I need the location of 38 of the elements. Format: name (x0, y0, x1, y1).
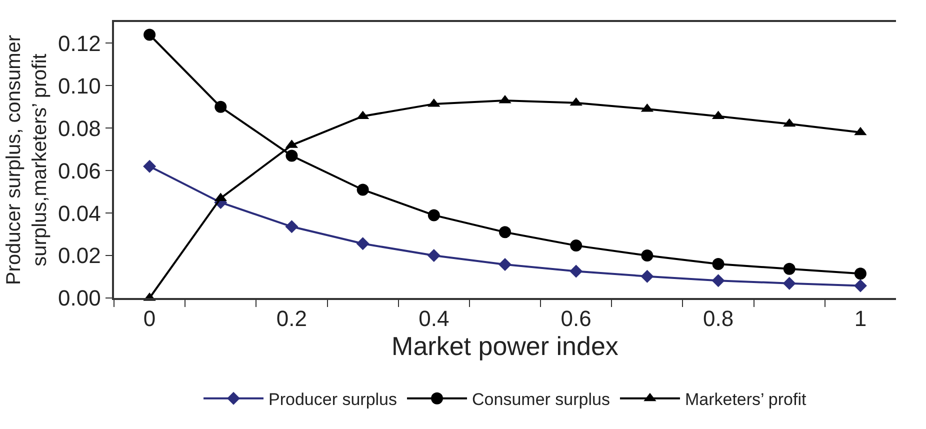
point (854, 279, 867, 292)
x-tick-label: 0.2 (276, 306, 308, 332)
x-tick-label: 0.6 (560, 306, 592, 332)
point (214, 100, 227, 113)
y-tick-label: 0.00 (58, 286, 101, 311)
point (712, 274, 725, 288)
point (498, 258, 512, 271)
y-tick-label: 0.04 (58, 200, 101, 226)
point (783, 262, 796, 275)
point (428, 209, 440, 222)
point (285, 220, 298, 234)
point (712, 258, 724, 270)
point (640, 270, 654, 283)
point (143, 160, 156, 173)
point (570, 264, 583, 278)
y-tick-label: 0.06 (58, 158, 101, 184)
y-axis-title: Producer surplus, consumer surplus,marketers’ profit (3, 34, 52, 286)
point (356, 184, 369, 196)
x-tick-label: 0.8 (702, 306, 734, 332)
legend-label: Consumer surplus (472, 390, 610, 409)
point (641, 250, 654, 262)
y-tick-label: 0.10 (58, 73, 101, 98)
point (854, 268, 866, 280)
x-tick-label: 0.4 (418, 306, 450, 332)
x-axis-title: Market power index (392, 331, 618, 362)
y-tick-label: 0.02 (58, 243, 101, 268)
legend-label: Marketers’ profit (684, 390, 806, 409)
x-tick-label: 1 (854, 306, 867, 332)
point (286, 150, 298, 162)
legend-label: Producer surplus (268, 390, 398, 409)
y-tick-label: 0.08 (58, 116, 101, 141)
point (356, 237, 370, 250)
point (499, 226, 511, 238)
point (782, 276, 796, 290)
y-tick-label: 0.12 (58, 30, 101, 56)
x-tick-label: 0 (143, 306, 156, 332)
point (570, 240, 582, 252)
point (427, 249, 440, 262)
